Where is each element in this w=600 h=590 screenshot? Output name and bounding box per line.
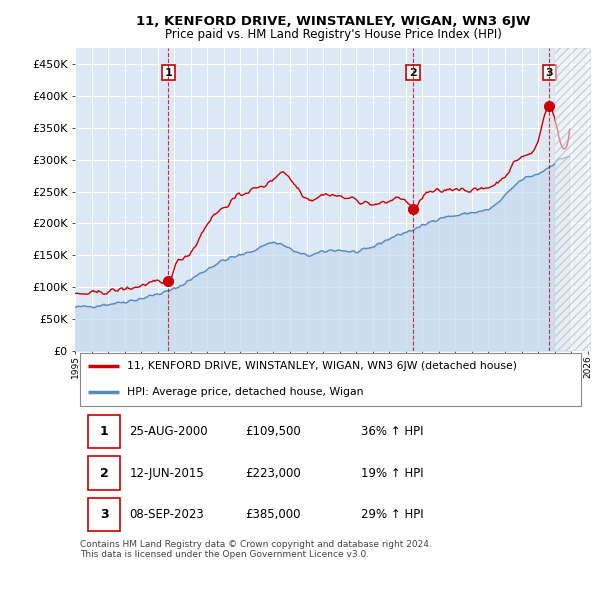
Text: Contains HM Land Registry data © Crown copyright and database right 2024.
This d: Contains HM Land Registry data © Crown c…: [80, 540, 432, 559]
FancyBboxPatch shape: [88, 415, 121, 448]
Text: 08-SEP-2023: 08-SEP-2023: [129, 508, 204, 521]
Text: 29% ↑ HPI: 29% ↑ HPI: [361, 508, 424, 521]
Text: 3: 3: [545, 68, 553, 77]
Text: 3: 3: [100, 508, 109, 521]
Text: 25-AUG-2000: 25-AUG-2000: [129, 425, 208, 438]
Text: £223,000: £223,000: [245, 467, 301, 480]
Text: 12-JUN-2015: 12-JUN-2015: [129, 467, 204, 480]
Text: Price paid vs. HM Land Registry's House Price Index (HPI): Price paid vs. HM Land Registry's House …: [164, 28, 502, 41]
FancyBboxPatch shape: [88, 497, 121, 532]
Text: 1: 1: [100, 425, 109, 438]
FancyBboxPatch shape: [88, 456, 121, 490]
Text: 19% ↑ HPI: 19% ↑ HPI: [361, 467, 424, 480]
Text: HPI: Average price, detached house, Wigan: HPI: Average price, detached house, Wiga…: [127, 387, 363, 397]
Text: 11, KENFORD DRIVE, WINSTANLEY, WIGAN, WN3 6JW (detached house): 11, KENFORD DRIVE, WINSTANLEY, WIGAN, WN…: [127, 361, 517, 371]
Text: 1: 1: [164, 68, 172, 77]
Text: 2: 2: [100, 467, 109, 480]
Text: 2: 2: [409, 68, 417, 77]
Text: 11, KENFORD DRIVE, WINSTANLEY, WIGAN, WN3 6JW: 11, KENFORD DRIVE, WINSTANLEY, WIGAN, WN…: [136, 15, 530, 28]
Text: £109,500: £109,500: [245, 425, 301, 438]
FancyBboxPatch shape: [80, 353, 581, 406]
Text: 36% ↑ HPI: 36% ↑ HPI: [361, 425, 424, 438]
Text: £385,000: £385,000: [245, 508, 301, 521]
